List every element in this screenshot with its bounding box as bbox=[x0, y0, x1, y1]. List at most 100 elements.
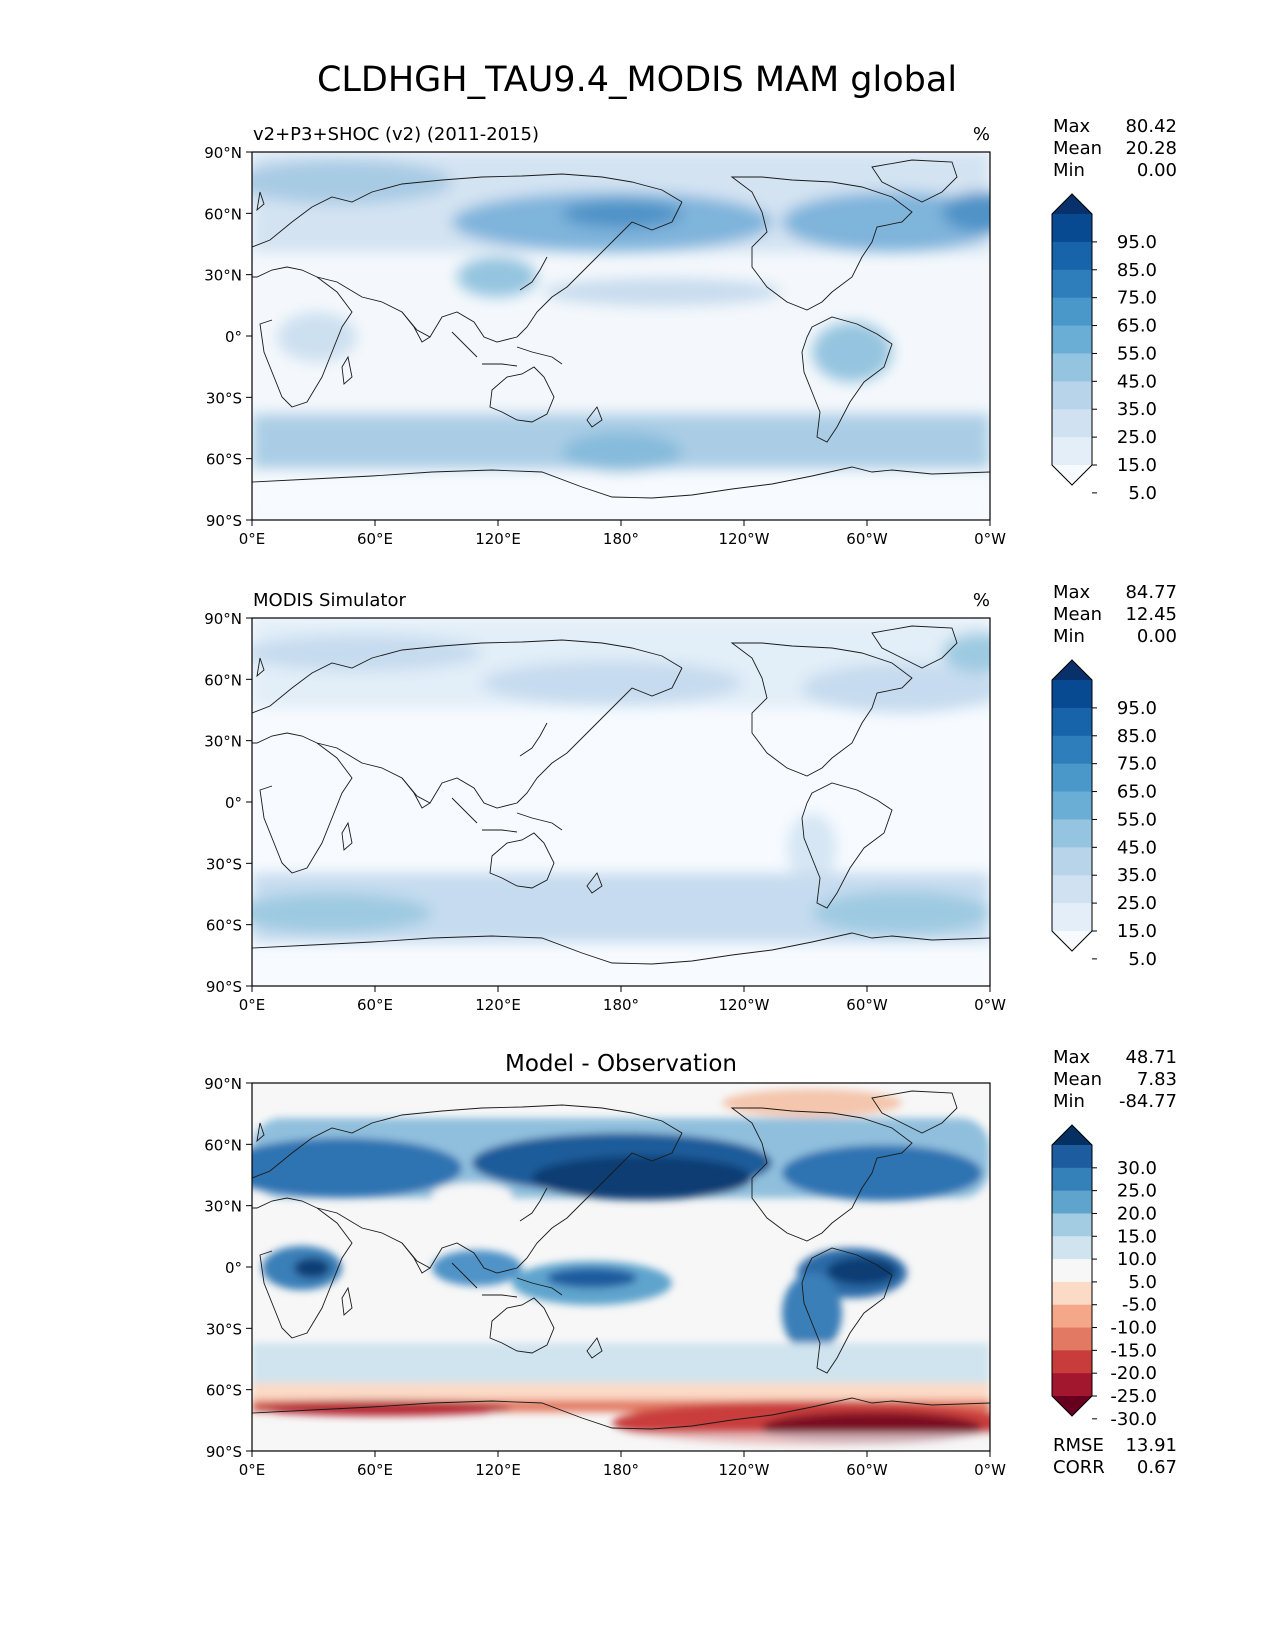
panel-diff-lat-label: 90°N bbox=[204, 1075, 242, 1093]
panel-ref-stat-label: Max bbox=[1053, 582, 1091, 603]
panel-test-lon-label: 60°W bbox=[846, 530, 888, 548]
panel-ref-lon-label: 120°W bbox=[719, 996, 770, 1014]
panel-diff-colorbar-label: -15.0 bbox=[1110, 1340, 1157, 1361]
panel-ref-lon-label: 180° bbox=[603, 996, 639, 1014]
panel-ref-colorbar-label: 25.0 bbox=[1117, 893, 1157, 914]
panel-test-lon-label: 60°E bbox=[357, 530, 393, 548]
panel-ref-colorbar-extend-max bbox=[1052, 660, 1092, 680]
panel-test-title: v2+P3+SHOC (v2) (2011-2015) bbox=[253, 124, 539, 145]
panel-ref-lon-label: 0°W bbox=[974, 996, 1006, 1014]
panel-ref-colorbar-label: 5.0 bbox=[1128, 949, 1157, 970]
panel-test-colorbar-swatch bbox=[1052, 381, 1092, 410]
panel-diff-lat-label: 90°S bbox=[206, 1443, 242, 1461]
panel-ref-colorbar-label: 35.0 bbox=[1117, 865, 1157, 886]
panel-ref-lat-label: 0° bbox=[225, 794, 242, 812]
panel-ref-lon-label: 60°W bbox=[846, 996, 888, 1014]
panel-test-colorbar-extend-min bbox=[1052, 465, 1092, 485]
panel-diff-colorbar-swatch bbox=[1052, 1350, 1092, 1374]
panel-diff-colorbar-extend-max bbox=[1052, 1125, 1092, 1145]
panel-ref-colorbar-label: 75.0 bbox=[1117, 754, 1157, 775]
panel-test-colorbar-swatch bbox=[1052, 325, 1092, 354]
panel-diff-colorbar-label: -20.0 bbox=[1110, 1363, 1157, 1384]
panel-diff-colorbar-extend-min bbox=[1052, 1396, 1092, 1416]
panel-ref-lat-label: 30°N bbox=[204, 733, 242, 751]
panel-diff-stat-label: Mean bbox=[1053, 1069, 1102, 1090]
panel-test-colorbar-swatch bbox=[1052, 297, 1092, 327]
panel-diff-lon-label: 180° bbox=[603, 1461, 639, 1479]
panel-test-colorbar-swatch bbox=[1052, 269, 1092, 299]
panel-diff-title: Model - Observation bbox=[505, 1051, 737, 1077]
panel-test-colorbar-label: 25.0 bbox=[1117, 427, 1157, 448]
panel-diff-colorbar-swatch bbox=[1052, 1327, 1092, 1351]
panel-ref-stat-label: Mean bbox=[1053, 604, 1102, 625]
panel-ref-colorbar-swatch bbox=[1052, 707, 1092, 737]
panel-ref-stat-label: Min bbox=[1053, 626, 1085, 647]
panel-test-stat-value: 80.42 bbox=[1125, 116, 1177, 137]
panel-test-lon-label: 0°E bbox=[239, 530, 266, 548]
panel-diff-stat-value: -84.77 bbox=[1119, 1091, 1177, 1112]
panel-test-colorbar-label: 45.0 bbox=[1117, 371, 1157, 392]
panel-diff-map bbox=[252, 1083, 990, 1451]
panel-test-colorbar-label: 35.0 bbox=[1117, 399, 1157, 420]
figure-title: CLDHGH_TAU9.4_MODIS MAM global bbox=[317, 60, 957, 100]
panel-test-lat-label: 30°S bbox=[206, 389, 242, 407]
panel-test-lat-label: 30°N bbox=[204, 267, 242, 285]
panel-test-lat-label: 0° bbox=[225, 328, 242, 346]
panel-ref-colorbar-swatch bbox=[1052, 847, 1092, 876]
panel-ref-lat-label: 60°N bbox=[204, 671, 242, 689]
panel-diff-colorbar-swatch bbox=[1052, 1236, 1092, 1260]
panel-test-stat-label: Max bbox=[1053, 116, 1091, 137]
panel-test-colorbar-swatch bbox=[1052, 214, 1092, 243]
panel-diff-colorbar-label: -25.0 bbox=[1110, 1386, 1157, 1407]
panel-diff-colorbar-swatch bbox=[1052, 1373, 1092, 1397]
panel-diff-colorbar-swatch bbox=[1052, 1190, 1092, 1214]
panel-test-colorbar-swatch bbox=[1052, 353, 1092, 382]
panel-diff-lat-label: 0° bbox=[225, 1259, 242, 1277]
panel-ref-colorbar-swatch bbox=[1052, 875, 1092, 904]
panel-ref-lat-label: 90°S bbox=[206, 978, 242, 996]
panel-test-lat-label: 60°N bbox=[204, 205, 242, 223]
panel-ref-lon-label: 120°E bbox=[475, 996, 521, 1014]
panel-test-lat-label: 90°S bbox=[206, 512, 242, 530]
panel-test-colorbar-label: 95.0 bbox=[1117, 232, 1157, 253]
panel-ref-colorbar-label: 85.0 bbox=[1117, 726, 1157, 747]
panel-ref-map bbox=[252, 618, 990, 986]
panel-test-colorbar-swatch bbox=[1052, 437, 1092, 466]
panel-ref-colorbar-label: 55.0 bbox=[1117, 809, 1157, 830]
panel-ref-colorbar-swatch bbox=[1052, 819, 1092, 848]
panel-diff-metric-value: 0.67 bbox=[1137, 1457, 1177, 1478]
legend-layer: Max 80.42 Mean 20.28 Min 0.00 95.0 85.0 75.0 65.0… bbox=[1051, 116, 1177, 1478]
panel-ref-units: % bbox=[973, 590, 990, 611]
panel-ref-colorbar-swatch bbox=[1052, 791, 1092, 820]
panel-ref-colorbar-swatch bbox=[1052, 735, 1092, 765]
panel-ref-colorbar-swatch bbox=[1052, 763, 1092, 793]
panel-test-lat-label: 90°N bbox=[204, 144, 242, 162]
panel-test-colorbar-label: 65.0 bbox=[1117, 316, 1157, 337]
panel-ref-lat-label: 30°S bbox=[206, 855, 242, 873]
panel-test-colorbar-swatch bbox=[1052, 241, 1092, 271]
panel-diff-lon-label: 60°W bbox=[846, 1461, 888, 1479]
panel-diff-lon-label: 0°W bbox=[974, 1461, 1006, 1479]
panel-test-lon-label: 120°E bbox=[475, 530, 521, 548]
panel-diff-metric-label: CORR bbox=[1053, 1457, 1105, 1478]
panel-test-lon-label: 0°W bbox=[974, 530, 1006, 548]
panel-diff-stat-label: Min bbox=[1053, 1091, 1085, 1112]
panel-ref-colorbar-extend-min bbox=[1052, 931, 1092, 951]
panel-diff: Model - Observation bbox=[251, 1051, 991, 1452]
panel-diff-colorbar-swatch bbox=[1052, 1145, 1092, 1169]
panel-test-map bbox=[252, 152, 990, 520]
panel-diff-stat-value: 48.71 bbox=[1125, 1047, 1177, 1068]
panel-ref-colorbar-label: 65.0 bbox=[1117, 782, 1157, 803]
panel-ref: MODIS Simulator % bbox=[251, 590, 991, 987]
panel-diff-lon-label: 0°E bbox=[239, 1461, 266, 1479]
panel-diff-lat-label: 60°N bbox=[204, 1136, 242, 1154]
panel-diff-colorbar-label: 15.0 bbox=[1117, 1226, 1157, 1247]
panel-ref-lon-label: 0°E bbox=[239, 996, 266, 1014]
panel-test-colorbar-extend-max bbox=[1052, 194, 1092, 214]
panel-test-colorbar-label: 5.0 bbox=[1128, 483, 1157, 504]
panel-diff-stat-label: Max bbox=[1053, 1047, 1091, 1068]
panel-ref-stat-value: 12.45 bbox=[1125, 604, 1177, 625]
axes-layer: 90°N60°N30°N0°30°S60°S90°S0°E 60°E 120°E 18… bbox=[204, 144, 1006, 1479]
panel-ref-lat-label: 90°N bbox=[204, 610, 242, 628]
